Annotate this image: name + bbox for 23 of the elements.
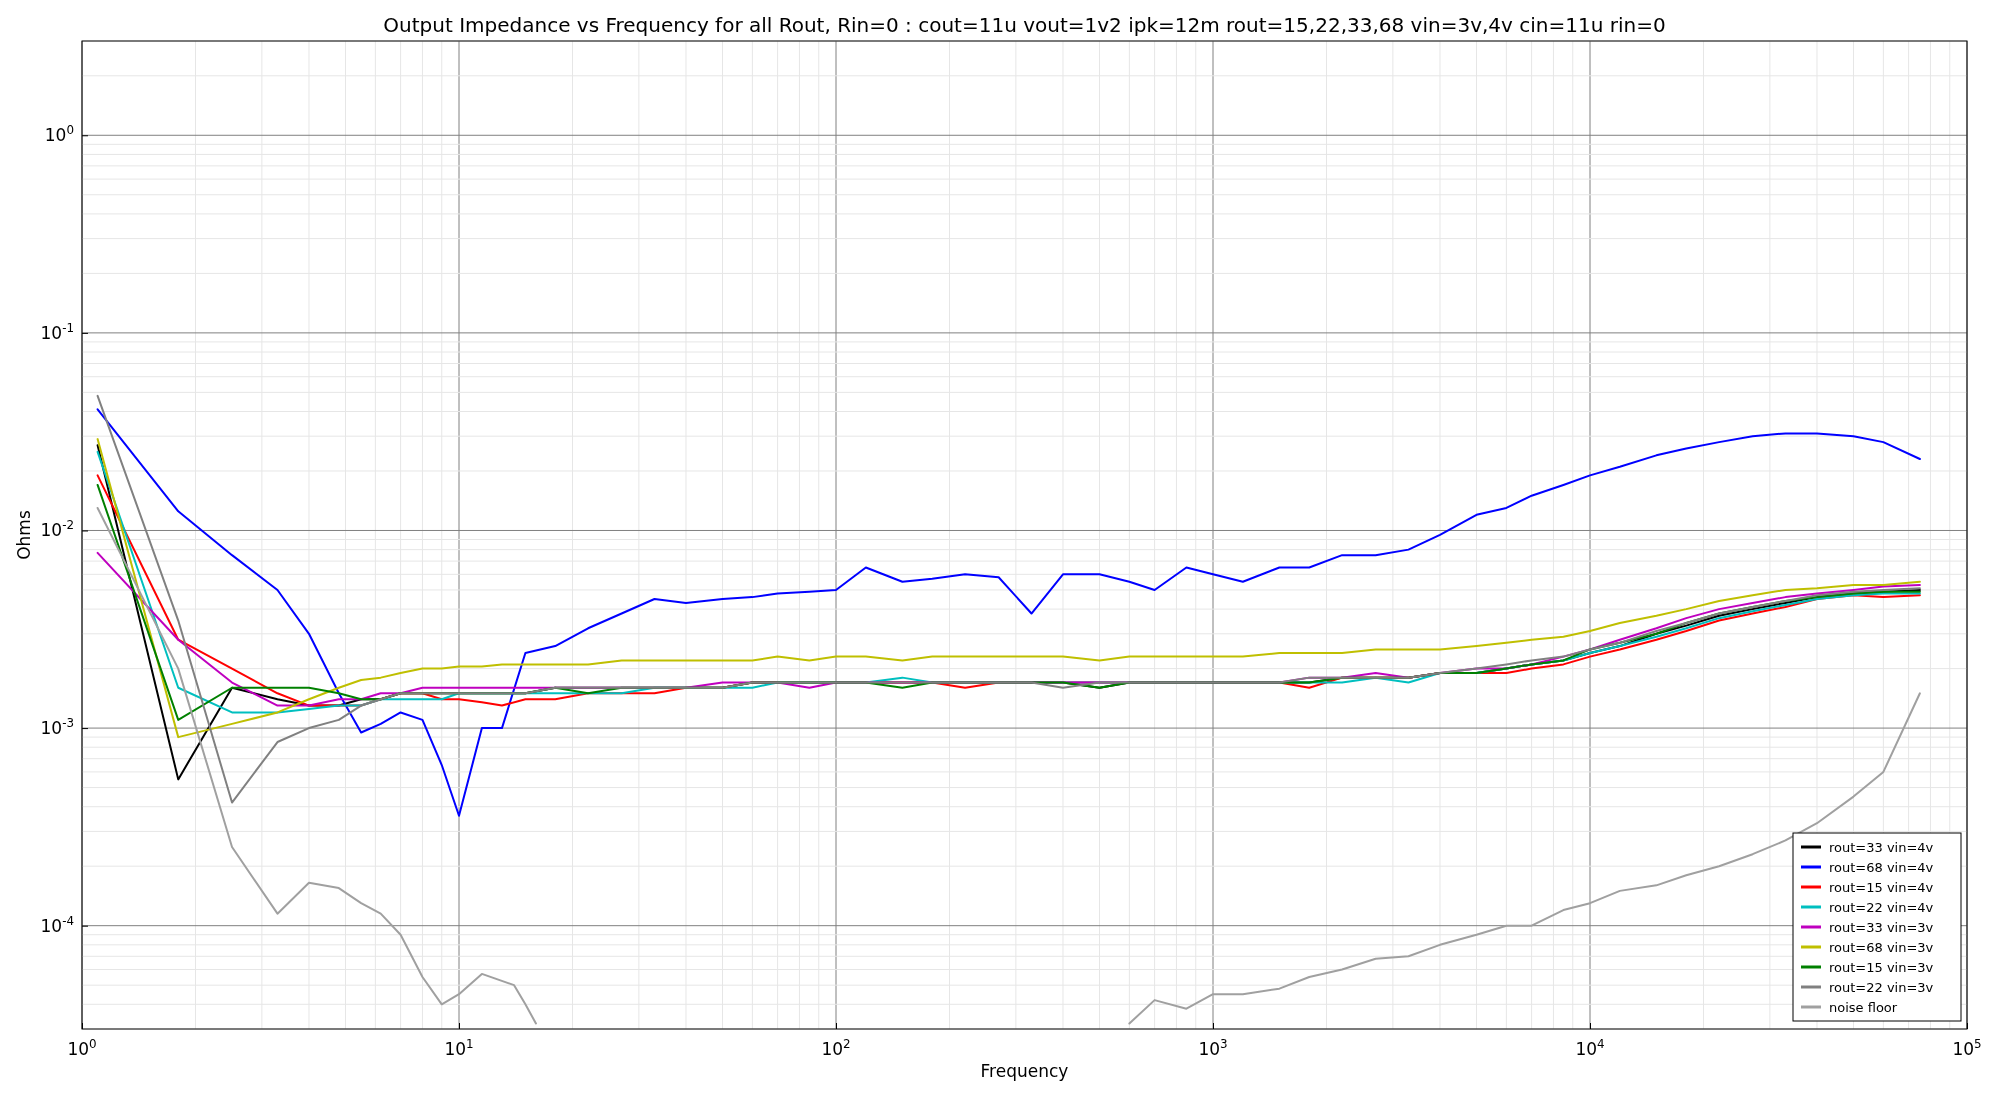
x-tick-label: 10$^{4}$	[1575, 1037, 1605, 1059]
legend-label: rout=33 vin=4v	[1829, 840, 1934, 855]
y-tick-label: 10$^{-4}$	[40, 913, 74, 936]
x-tick-label: 10$^{2}$	[821, 1037, 851, 1059]
legend-label: rout=15 vin=3v	[1829, 960, 1934, 975]
legend-label: rout=33 vin=3v	[1829, 920, 1934, 935]
y-axis-title: Ohms	[14, 510, 34, 560]
y-tick-label: 10$^{-1}$	[40, 320, 74, 343]
legend-label: rout=22 vin=4v	[1829, 900, 1934, 915]
y-tick-label: 10$^{-3}$	[40, 716, 74, 739]
legend-label: rout=22 vin=3v	[1829, 980, 1934, 995]
x-axis-title: Frequency	[980, 1061, 1069, 1081]
x-tick-label: 10$^{3}$	[1198, 1037, 1228, 1059]
chart-title: Output Impedance vs Frequency for all Rout, Rin=0 : cout=11u vout=1v2 ipk=12m rout=15,22,33,68 vin=3v,4v cin=11u rin=0	[383, 13, 1666, 37]
y-tick-label: 10$^{0}$	[44, 123, 74, 146]
x-tick-label: 10$^{5}$	[1952, 1037, 1982, 1059]
legend-label: rout=68 vin=4v	[1829, 860, 1934, 875]
x-tick-label: 10$^{1}$	[444, 1037, 474, 1059]
legend-label: rout=68 vin=3v	[1829, 940, 1934, 955]
legend-label: rout=15 vin=4v	[1829, 880, 1934, 895]
y-tick-label: 10$^{-2}$	[40, 518, 74, 541]
x-tick-label: 10$^{0}$	[67, 1037, 97, 1059]
legend-label: noise floor	[1829, 1000, 1898, 1015]
